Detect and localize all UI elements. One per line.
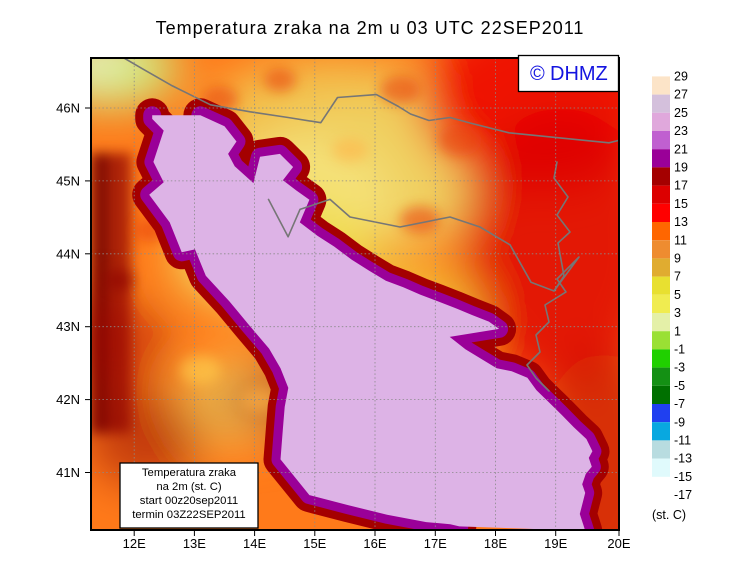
svg-text:19: 19 [674, 161, 688, 175]
svg-text:21: 21 [674, 142, 688, 156]
svg-text:16E: 16E [363, 536, 386, 551]
svg-text:42N: 42N [56, 392, 80, 407]
svg-text:46N: 46N [56, 101, 80, 116]
svg-text:start 00z20sep2011: start 00z20sep2011 [140, 495, 238, 507]
svg-text:Temperatura zraka: Temperatura zraka [142, 467, 237, 479]
svg-text:1: 1 [674, 324, 681, 338]
svg-text:-3: -3 [674, 361, 685, 375]
svg-text:-9: -9 [674, 415, 685, 429]
svg-text:45N: 45N [56, 173, 80, 188]
svg-text:-5: -5 [674, 379, 685, 393]
svg-text:na 2m (st. C): na 2m (st. C) [156, 481, 222, 493]
svg-text:-15: -15 [674, 470, 692, 484]
svg-text:-13: -13 [674, 452, 692, 466]
svg-text:-11: -11 [674, 434, 691, 448]
svg-text:41N: 41N [56, 465, 80, 480]
svg-text:25: 25 [674, 106, 688, 120]
svg-text:11: 11 [674, 233, 687, 247]
svg-text:DHMZ: DHMZ [550, 63, 608, 85]
svg-text:14E: 14E [243, 536, 266, 551]
svg-text:15E: 15E [303, 536, 326, 551]
svg-text:-17: -17 [674, 488, 692, 502]
svg-text:12E: 12E [123, 536, 146, 551]
svg-text:©: © [530, 63, 545, 85]
svg-text:termin 03Z22SEP2011: termin 03Z22SEP2011 [132, 509, 245, 521]
svg-text:18E: 18E [484, 536, 507, 551]
svg-text:-7: -7 [674, 397, 685, 411]
svg-text:-1: -1 [674, 343, 685, 357]
svg-text:7: 7 [674, 270, 681, 284]
svg-text:20E: 20E [607, 536, 630, 551]
svg-text:5: 5 [674, 288, 681, 302]
svg-text:19E: 19E [544, 536, 567, 551]
svg-text:43N: 43N [56, 319, 80, 334]
svg-text:13: 13 [674, 215, 688, 229]
svg-text:9: 9 [674, 252, 681, 266]
svg-text:29: 29 [674, 70, 688, 84]
svg-text:44N: 44N [56, 246, 80, 261]
svg-text:(st. C): (st. C) [652, 508, 686, 522]
svg-text:27: 27 [674, 88, 688, 102]
svg-text:13E: 13E [183, 536, 206, 551]
svg-text:3: 3 [674, 306, 681, 320]
svg-text:23: 23 [674, 124, 688, 138]
svg-text:17: 17 [674, 179, 688, 193]
svg-text:15: 15 [674, 197, 688, 211]
svg-text:17E: 17E [424, 536, 447, 551]
